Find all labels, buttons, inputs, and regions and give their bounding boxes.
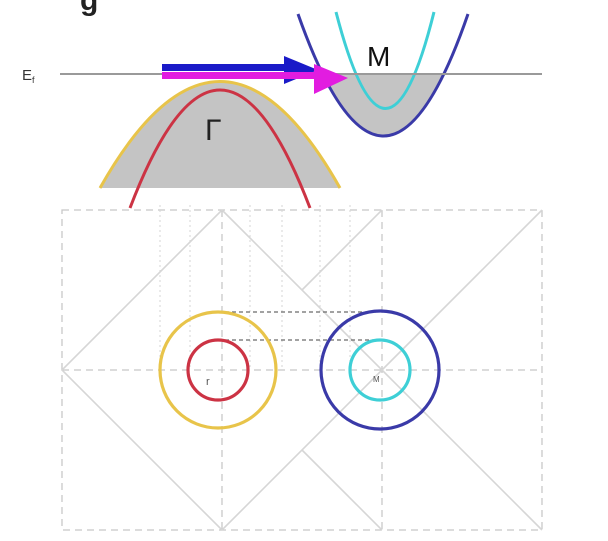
- blue-arrow-head-icon: [284, 56, 318, 84]
- nesting-arrow-blue: [162, 56, 318, 84]
- zone-diagonal-2: [381, 369, 543, 531]
- band-dispersion-panel: g Γ M Ef: [22, 0, 542, 209]
- projection-guides: [159, 205, 351, 370]
- gamma-point-label: r: [206, 376, 210, 388]
- m-inner-band: [334, 11, 436, 110]
- m-inner-fermi-pocket: [348, 338, 412, 402]
- nesting-arrow-magenta: [162, 64, 348, 94]
- gamma-filled-states-lower: [128, 188, 310, 208]
- zone-grid: [61, 209, 543, 531]
- gamma-inner-fermi-pocket: [186, 338, 250, 402]
- gamma-outer-fermi-pocket: [158, 310, 278, 430]
- gamma-label: Γ: [205, 114, 222, 147]
- m-label: M: [367, 41, 390, 72]
- zone-diagonal-1: [381, 209, 543, 371]
- brillouin-zone-panel: r M: [60, 205, 543, 532]
- zone-diagonal-3: [301, 209, 383, 291]
- m-outer-fermi-pocket: [319, 309, 441, 431]
- gamma-outer-band: [98, 80, 342, 189]
- panel-letter-fragment: g: [80, 0, 98, 17]
- blue-arrow-shaft: [162, 64, 287, 71]
- nesting-connectors: [218, 311, 378, 341]
- magenta-arrow-head-icon: [314, 64, 348, 94]
- gamma-inner-band: [128, 88, 312, 209]
- fermi-level-label: Ef: [22, 67, 35, 85]
- zone-diagonals: [60, 208, 543, 532]
- magenta-arrow-shaft: [162, 72, 317, 79]
- folded-zone-diamond: [60, 208, 384, 532]
- zone-diagonal-4: [301, 449, 383, 531]
- m-point-label: M: [373, 375, 380, 384]
